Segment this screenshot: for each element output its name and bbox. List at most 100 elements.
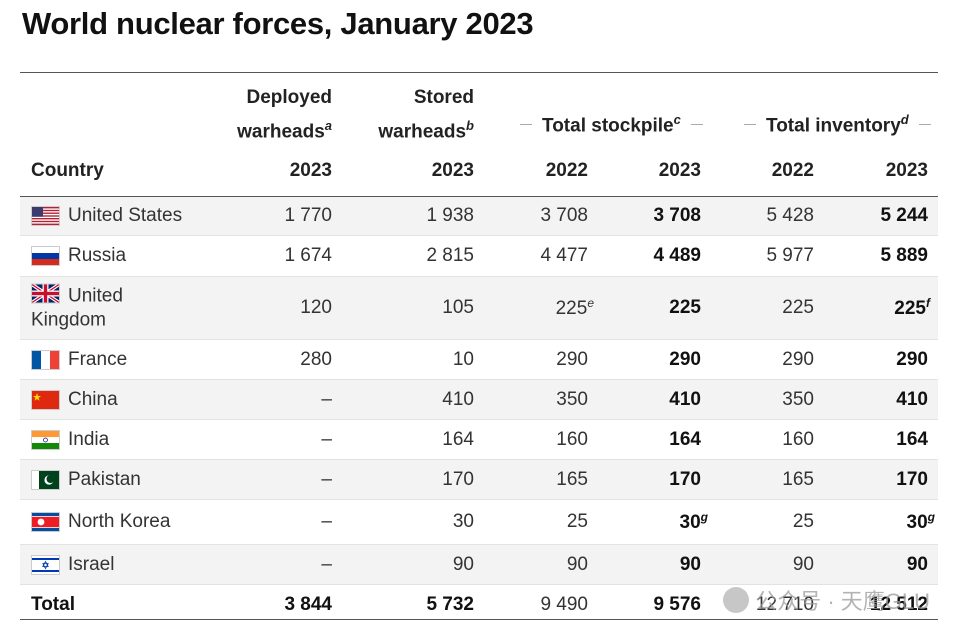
deployed-value: – xyxy=(321,428,332,450)
table-row: China – 410 350 410 350 410 xyxy=(20,380,938,420)
stockpile-2023-value: 164 xyxy=(669,428,701,450)
stored-value: 1 938 xyxy=(426,205,474,226)
flag-fr-icon xyxy=(31,349,60,370)
stockpile-2023-value: 225 xyxy=(669,297,701,318)
stockpile-2023-value: 410 xyxy=(669,388,701,410)
stored-value: 30 xyxy=(452,511,474,532)
country-name: Russia xyxy=(68,245,127,266)
divider xyxy=(744,124,756,126)
wechat-icon xyxy=(723,587,750,613)
stockpile-2023-value: 3 708 xyxy=(653,205,701,226)
inventory-2022-value: 25 xyxy=(792,511,814,532)
inventory-2022-value: 5 428 xyxy=(766,205,814,226)
inventory-2023-value: 164 xyxy=(896,428,928,450)
deployed-value: – xyxy=(321,468,332,490)
inventory-2022-value: 160 xyxy=(782,428,814,450)
country-name: United xyxy=(68,285,123,307)
country-name: Israel xyxy=(68,553,115,575)
country-name: France xyxy=(68,348,128,370)
inventory-2023-value: 5 889 xyxy=(880,245,928,266)
inventory-2022-value: 5 977 xyxy=(766,245,814,266)
total-inventory-2022: 12 710 xyxy=(755,594,814,615)
country-name: United States xyxy=(68,205,183,226)
stored-value: 410 xyxy=(442,388,474,410)
stored-value: 10 xyxy=(452,348,474,370)
watermark-text: 公众号 · 天鹰GLU xyxy=(755,589,930,614)
table-row: Pakistan – 170 165 170 165 170 xyxy=(20,460,938,500)
country-name: China xyxy=(68,388,118,410)
flag-pk-icon xyxy=(31,469,60,490)
stockpile-2022-value: 350 xyxy=(556,388,588,410)
flag-in-icon xyxy=(31,429,60,450)
header-inventory: Total inventoryd xyxy=(744,112,931,137)
page-title: World nuclear forces, January 2023 xyxy=(22,6,534,41)
country-name: India xyxy=(68,428,110,450)
inventory-2023-value: 290 xyxy=(896,348,928,370)
total-stockpile-2022: 9 490 xyxy=(540,594,588,615)
table-row: North Korea – 30 25 30g 25 30g xyxy=(20,500,938,545)
country-name: North Korea xyxy=(68,511,171,532)
stockpile-2022-value: 225e xyxy=(555,295,594,320)
deployed-value: – xyxy=(321,553,332,575)
stored-value: 2 815 xyxy=(426,245,474,266)
deployed-value: 280 xyxy=(300,348,332,370)
divider xyxy=(690,124,703,126)
table-body: United States 1 770 1 938 3 708 3 708 5 … xyxy=(20,197,938,625)
total-stockpile-2023: 9 576 xyxy=(653,594,701,615)
deployed-value: 120 xyxy=(300,297,332,318)
flag-kp-icon xyxy=(31,512,60,532)
stockpile-2023-value: 4 489 xyxy=(653,245,701,266)
total-inventory-2023: 12 512 xyxy=(869,594,928,615)
table-row: Russia 1 674 2 815 4 477 4 489 5 977 5 8… xyxy=(20,236,938,277)
total-row: Total 3 844 5 732 9 490 9 576 12 710 12 … xyxy=(20,585,938,625)
stockpile-2022-value: 4 477 xyxy=(540,245,588,266)
table-row: France 280 10 290 290 290 290 xyxy=(20,340,938,380)
header-stockpile: Total stockpilec xyxy=(520,112,703,137)
inventory-2023-value: 225f xyxy=(894,295,930,320)
header-year: 2023 xyxy=(431,160,474,181)
inventory-2022-value: 290 xyxy=(782,348,814,370)
total-deployed: 3 844 xyxy=(284,594,332,615)
total-label: Total xyxy=(31,594,75,615)
watermark: 公众号 · 天鹰GLU xyxy=(723,584,930,616)
inventory-2023-value: 410 xyxy=(896,388,928,410)
flag-cn-icon xyxy=(31,389,60,410)
header-rule xyxy=(20,196,938,197)
flag-il-icon xyxy=(31,554,60,575)
country-name-line2: Kingdom xyxy=(31,309,106,331)
deployed-value: – xyxy=(321,388,332,410)
country-cell: Israel xyxy=(31,554,114,576)
top-rule xyxy=(20,72,938,73)
stored-value: 90 xyxy=(452,553,474,575)
bottom-rule xyxy=(20,619,938,620)
country-cell: United Kingdom xyxy=(31,283,123,333)
divider xyxy=(918,124,931,126)
stored-value: 164 xyxy=(442,428,474,450)
stored-value: 170 xyxy=(442,468,474,490)
divider xyxy=(520,124,532,126)
country-cell: North Korea xyxy=(31,511,170,533)
country-cell: Russia xyxy=(31,245,126,267)
inventory-2022-value: 165 xyxy=(782,468,814,490)
flag-ru-icon xyxy=(31,246,60,266)
header-stored: Stored warheadsb xyxy=(378,87,474,143)
header-country: Country xyxy=(31,160,104,181)
stockpile-2022-value: 160 xyxy=(556,428,588,450)
deployed-value: – xyxy=(321,511,332,532)
table-row: United States 1 770 1 938 3 708 3 708 5 … xyxy=(20,197,938,236)
country-cell: India xyxy=(31,429,109,451)
stockpile-2022-value: 90 xyxy=(566,553,588,575)
inventory-2022-value: 350 xyxy=(782,388,814,410)
header-year: 2022 xyxy=(771,160,814,181)
stockpile-2022-value: 290 xyxy=(556,348,588,370)
header-year: 2023 xyxy=(885,160,928,181)
country-name: Pakistan xyxy=(68,468,141,490)
flag-uk-icon xyxy=(31,283,60,304)
country-cell: Pakistan xyxy=(31,469,141,491)
deployed-value: 1 770 xyxy=(284,205,332,226)
header-deployed: Deployed warheadsa xyxy=(237,87,332,143)
inventory-2023-value: 30g xyxy=(906,509,935,534)
inventory-2022-value: 90 xyxy=(792,553,814,575)
stored-value: 105 xyxy=(442,297,474,318)
country-cell: France xyxy=(31,349,127,371)
